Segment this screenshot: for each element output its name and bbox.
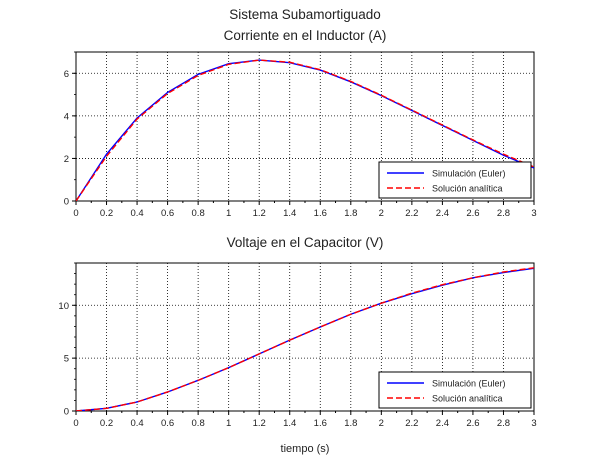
plot1-series-analytic <box>76 59 534 201</box>
plot1-xtick-label: 1.8 <box>344 208 357 219</box>
figure-suptitle: Sistema Subamortiguado <box>229 7 381 22</box>
plot1-legend-box <box>378 161 532 199</box>
plot2-xtick-label: 1.4 <box>283 418 296 429</box>
plot1-xtick-label: 1 <box>226 208 231 219</box>
plot1-xtick-label: 2.8 <box>497 208 510 219</box>
plot1-ytick-label: 2 <box>64 154 69 165</box>
plot2-xtick-label: 0.8 <box>192 418 205 429</box>
plot1-ytick-label: 4 <box>64 111 69 122</box>
plot2-xtick-label: 1.2 <box>253 418 266 429</box>
plot1-xtick-label: 0.4 <box>130 208 143 219</box>
plot1-ytick-label: 6 <box>64 69 69 80</box>
plot2-xtick-label: 1 <box>226 418 231 429</box>
plot1-xtick-label: 1.2 <box>253 208 266 219</box>
plot1-xtick-label: 2.4 <box>436 208 449 219</box>
plot2-xtick-label: 0.4 <box>130 418 143 429</box>
plot2-xtick-label: 2.2 <box>405 418 418 429</box>
plot1-xtick-label: 0 <box>73 208 78 219</box>
plot1-legend-label-analytic: Solución analítica <box>432 184 503 194</box>
plot2-legend-label-analytic: Solución analítica <box>432 394 503 404</box>
x-axis-label: tiempo (s) <box>281 443 330 455</box>
plot2-legend: Simulación (Euler) Solución analítica <box>378 371 532 409</box>
plot2-title: Voltaje en el Capacitor (V) <box>227 235 384 250</box>
plot-capacitor-voltage: 0 0.2 0.4 0.6 0.8 1 1.2 1.4 1.6 1.8 2 2.2 2.4 2.6 2.8 3… <box>58 262 537 429</box>
plot1-xtick-label: 0.8 <box>192 208 205 219</box>
plot2-xtick-label: 1.6 <box>314 418 327 429</box>
plot2-legend-label-simulation: Simulación (Euler) <box>432 379 506 389</box>
plot2-xtick-label: 1.8 <box>344 418 357 429</box>
plot1-legend: Simulación (Euler) Solución analítica <box>378 161 532 199</box>
plot1-xtick-label: 2.6 <box>466 208 479 219</box>
plot2-xtick-label: 2 <box>379 418 384 429</box>
plot2-ytick-label: 10 <box>58 301 69 312</box>
plot1-xtick-label: 0.6 <box>161 208 174 219</box>
plot2-xtick-label: 0 <box>73 418 78 429</box>
plot1-ytick-label: 0 <box>64 197 69 208</box>
plot2-xtick-label: 2.6 <box>466 418 479 429</box>
plot1-xtick-label: 1.4 <box>283 208 296 219</box>
plot2-ytick-label: 5 <box>64 354 69 365</box>
plot2-xtick-label: 0.2 <box>100 418 113 429</box>
plot2-xtick-label: 2.4 <box>436 418 449 429</box>
plot2-series-analytic <box>76 267 534 411</box>
plot2-xtick-label: 2.8 <box>497 418 510 429</box>
plot2-xtick-label: 3 <box>531 418 536 429</box>
plot1-xtick-label: 3 <box>531 208 536 219</box>
plot2-legend-box <box>378 371 532 409</box>
plot2-ytick-label: 0 <box>64 407 69 418</box>
plot1-xtick-label: 1.6 <box>314 208 327 219</box>
plot1-xtick-label: 0.2 <box>100 208 113 219</box>
plot1-xtick-label: 2 <box>379 208 384 219</box>
plot2-xtick-label: 0.6 <box>161 418 174 429</box>
plot-inductor-current: 0 0.2 0.4 0.6 0.8 1 1.2 1.4 1.6 1.8 2 2.2 2.4 2.6 2.8 3… <box>64 51 537 219</box>
plot1-title: Corriente en el Inductor (A) <box>224 28 387 43</box>
plot1-xtick-label: 2.2 <box>405 208 418 219</box>
plot1-legend-label-simulation: Simulación (Euler) <box>432 169 506 179</box>
